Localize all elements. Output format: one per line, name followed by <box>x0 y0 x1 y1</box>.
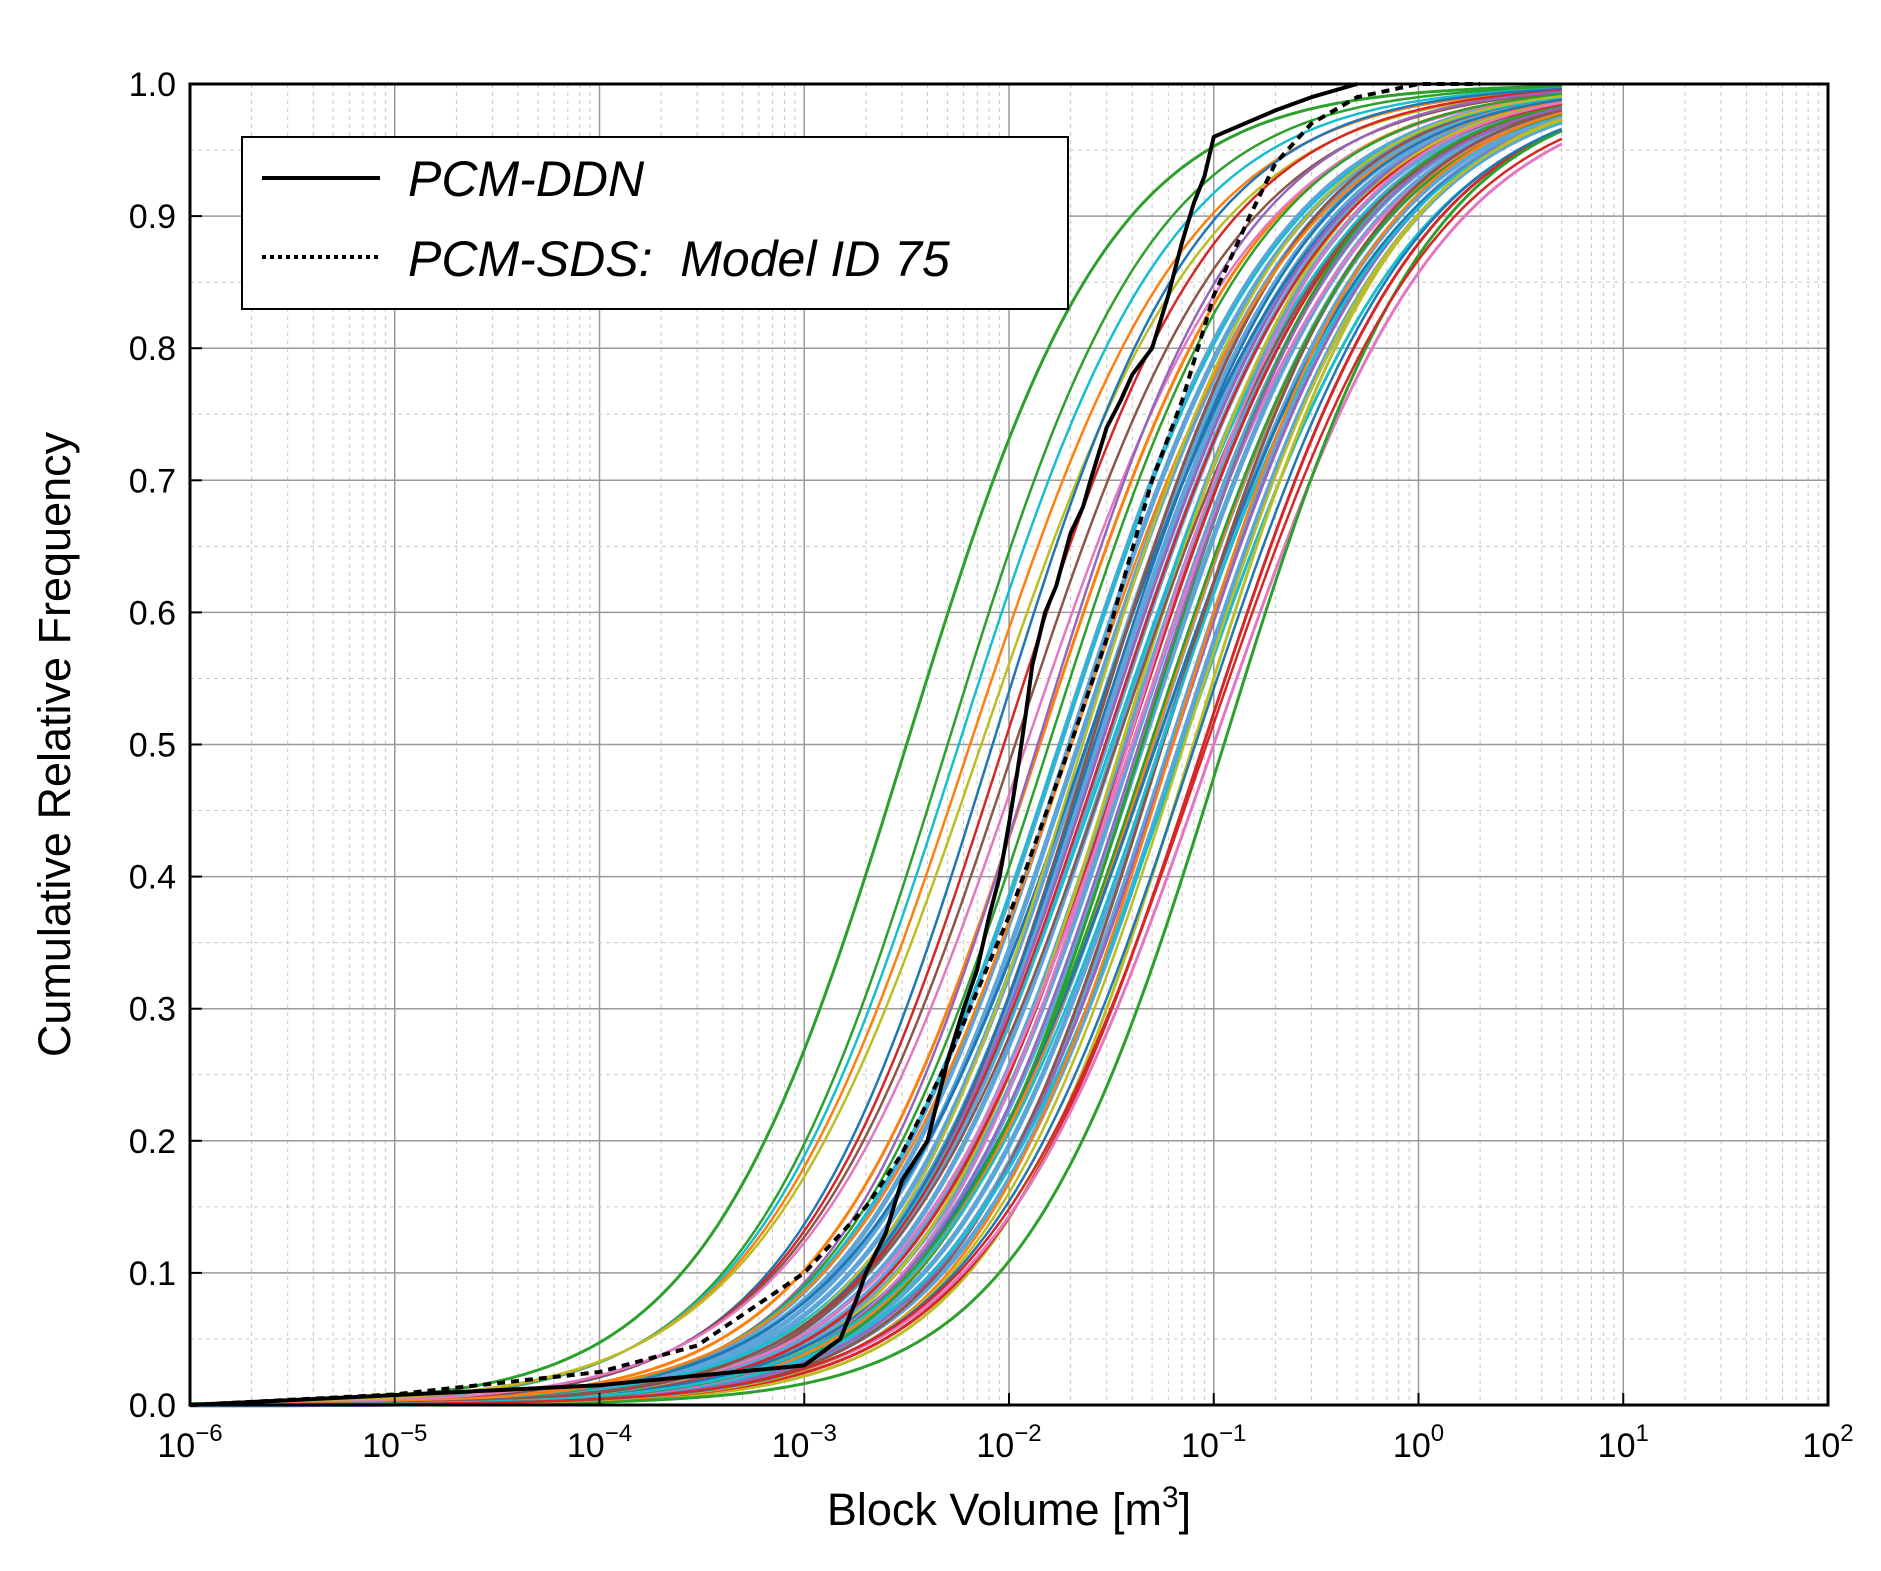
legend: PCM-DDN PCM-SDS: Model ID 75 <box>241 136 1069 310</box>
x-tick-label: 10−6 <box>157 1420 222 1465</box>
legend-label-pcm-ddn: PCM-DDN <box>408 151 645 207</box>
legend-box <box>241 136 1069 310</box>
y-tick-label: 0.6 <box>129 594 176 632</box>
y-tick-label: 0.9 <box>129 198 176 236</box>
x-tick-label: 10−1 <box>1181 1420 1246 1465</box>
y-tick-label: 0.0 <box>129 1387 176 1425</box>
series-line-pcm-sds <box>189 82 1481 1407</box>
y-tick-label: 0.4 <box>129 859 176 897</box>
y-axis-title: Cumulative Relative Frequency <box>29 431 80 1057</box>
x-tick-label: 100 <box>1393 1420 1444 1465</box>
y-tick-label: 0.8 <box>129 330 176 368</box>
x-tick-label: 10−4 <box>567 1420 632 1465</box>
x-tick-label: 101 <box>1598 1420 1649 1465</box>
y-tick-label: 0.5 <box>129 727 176 765</box>
main-series <box>189 82 1481 1407</box>
x-tick-label: 102 <box>1802 1420 1853 1465</box>
x-axis-title: Block Volume [m3] <box>827 1481 1191 1535</box>
y-tick-label: 0.2 <box>129 1123 176 1161</box>
y-tick-label: 0.1 <box>129 1255 176 1293</box>
x-axis-ticks: 10−6 10−5 10−4 10−3 10−2 10−1 100 101 102 <box>157 1393 1854 1465</box>
ensemble-curve <box>190 94 1562 1406</box>
x-tick-label: 10−3 <box>772 1420 837 1465</box>
x-tick-label: 10−5 <box>362 1420 427 1465</box>
ensemble-curve <box>189 99 1562 1406</box>
y-tick-label: 1.0 <box>129 66 176 104</box>
y-tick-label: 0.3 <box>129 991 176 1029</box>
y-axis-ticks: 0.0 0.1 0.2 0.3 0.4 0.5 0.6 0.7 0.8 0.9 1.0 <box>129 66 202 1425</box>
x-tick-label: 10−2 <box>976 1420 1041 1465</box>
series-line-pcm-ddn <box>189 82 1358 1407</box>
legend-label-pcm-sds: PCM-SDS: Model ID 75 <box>408 231 950 287</box>
y-tick-label: 0.7 <box>129 462 176 500</box>
